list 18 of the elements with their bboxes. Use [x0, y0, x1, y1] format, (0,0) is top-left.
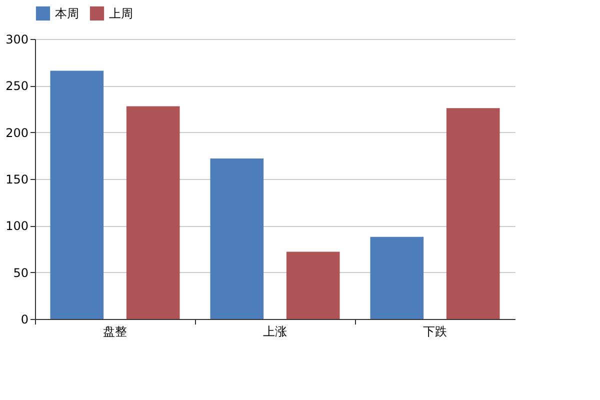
y-tick-label: 200: [6, 126, 28, 140]
legend-label: 上周: [109, 6, 133, 20]
y-tick-label: 150: [6, 172, 28, 186]
x-tick-label: 盘整: [103, 324, 127, 338]
y-tick-label: 100: [6, 219, 28, 234]
bar: [50, 70, 104, 319]
y-tick-label: 0: [20, 312, 28, 326]
bar: [126, 106, 180, 319]
bar: [370, 236, 424, 319]
y-tick-label: 300: [6, 32, 28, 46]
bar: [446, 108, 500, 319]
legend-label: 本周: [55, 6, 79, 20]
bar: [286, 252, 340, 319]
x-tick-label: 下跌: [423, 324, 447, 338]
y-tick-label: 50: [13, 266, 28, 280]
x-tick-label: 上涨: [263, 324, 287, 338]
y-tick-label: 250: [6, 79, 28, 94]
bar: [210, 158, 264, 319]
